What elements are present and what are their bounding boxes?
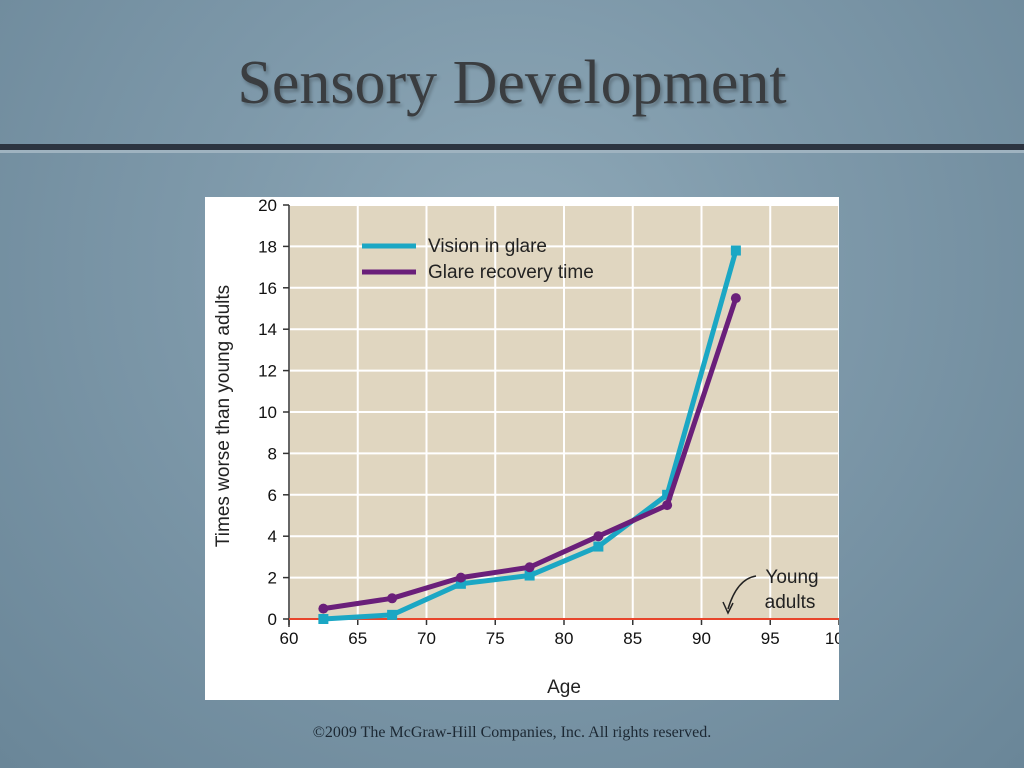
- title-divider: [0, 144, 1024, 150]
- y-axis-label: Times worse than young adults: [213, 285, 234, 547]
- y-tick-label: 6: [268, 486, 277, 505]
- y-tick-label: 4: [268, 527, 277, 546]
- data-point-vision-in-glare: [318, 614, 329, 624]
- y-tick-label: 10: [258, 403, 277, 422]
- data-point-vision-in-glare: [662, 489, 673, 500]
- data-point-glare-recovery-time: [662, 500, 673, 511]
- series-group: [318, 245, 741, 624]
- x-tick-label: 60: [280, 629, 299, 648]
- data-point-vision-in-glare: [455, 578, 466, 589]
- data-point-glare-recovery-time: [387, 593, 398, 604]
- young-adults-annotation: Young adults: [722, 567, 819, 615]
- data-point-glare-recovery-time: [455, 572, 466, 583]
- annotation-arrow: [727, 575, 757, 610]
- glare-line-chart: 0 2 4 6 8 10 12 14 16 18 20 60 65 70 75 80 85 90 95 100 Vis…: [213, 197, 839, 698]
- x-tick-label: 75: [486, 629, 505, 648]
- axes: 0 2 4 6 8 10 12 14 16 18 20 60 65 70 75 80 85 90 95 100: [258, 197, 839, 648]
- copyright-footer: ©2009 The McGraw-Hill Companies, Inc. Al…: [312, 724, 712, 741]
- data-point-glare-recovery-time: [593, 531, 604, 542]
- x-tick-label: 95: [761, 629, 780, 648]
- y-tick-label: 0: [268, 610, 277, 629]
- y-tick-label: 14: [258, 320, 277, 339]
- y-tick-label: 12: [258, 362, 277, 381]
- data-point-vision-in-glare: [730, 245, 741, 256]
- x-tick-label: 80: [555, 629, 574, 648]
- x-tick-label: 100: [825, 629, 839, 648]
- y-tick-label: 20: [258, 197, 277, 215]
- y-tick-label: 2: [268, 569, 277, 588]
- x-axis-label: Age: [547, 677, 581, 698]
- title-divider-highlight: [0, 150, 1024, 153]
- y-tick-label: 8: [268, 444, 277, 463]
- y-tick-label: 16: [258, 279, 277, 298]
- annotation-line-2: adults: [765, 592, 816, 613]
- x-tick-label: 90: [692, 629, 711, 648]
- legend-label-vision-in-glare: Vision in glare: [428, 236, 547, 257]
- legend-label-glare-recovery-time: Glare recovery time: [428, 262, 594, 283]
- data-point-vision-in-glare: [593, 541, 604, 552]
- annotation-arrowhead: [722, 601, 734, 615]
- chart-container: 0 2 4 6 8 10 12 14 16 18 20 60 65 70 75 80 85 90 95 100 Vis…: [205, 197, 839, 700]
- legend: Vision in glare Glare recovery time: [362, 236, 594, 283]
- slide-title: Sensory Development: [237, 49, 787, 117]
- data-point-glare-recovery-time: [318, 603, 329, 614]
- annotation-line-1: Young: [765, 567, 818, 588]
- data-point-vision-in-glare: [387, 609, 398, 620]
- x-tick-label: 70: [417, 629, 436, 648]
- x-tick-label: 85: [623, 629, 642, 648]
- data-point-glare-recovery-time: [730, 293, 741, 304]
- y-tick-label: 18: [258, 237, 277, 256]
- data-point-glare-recovery-time: [524, 562, 535, 573]
- data-point-vision-in-glare: [524, 570, 535, 581]
- x-tick-label: 65: [348, 629, 367, 648]
